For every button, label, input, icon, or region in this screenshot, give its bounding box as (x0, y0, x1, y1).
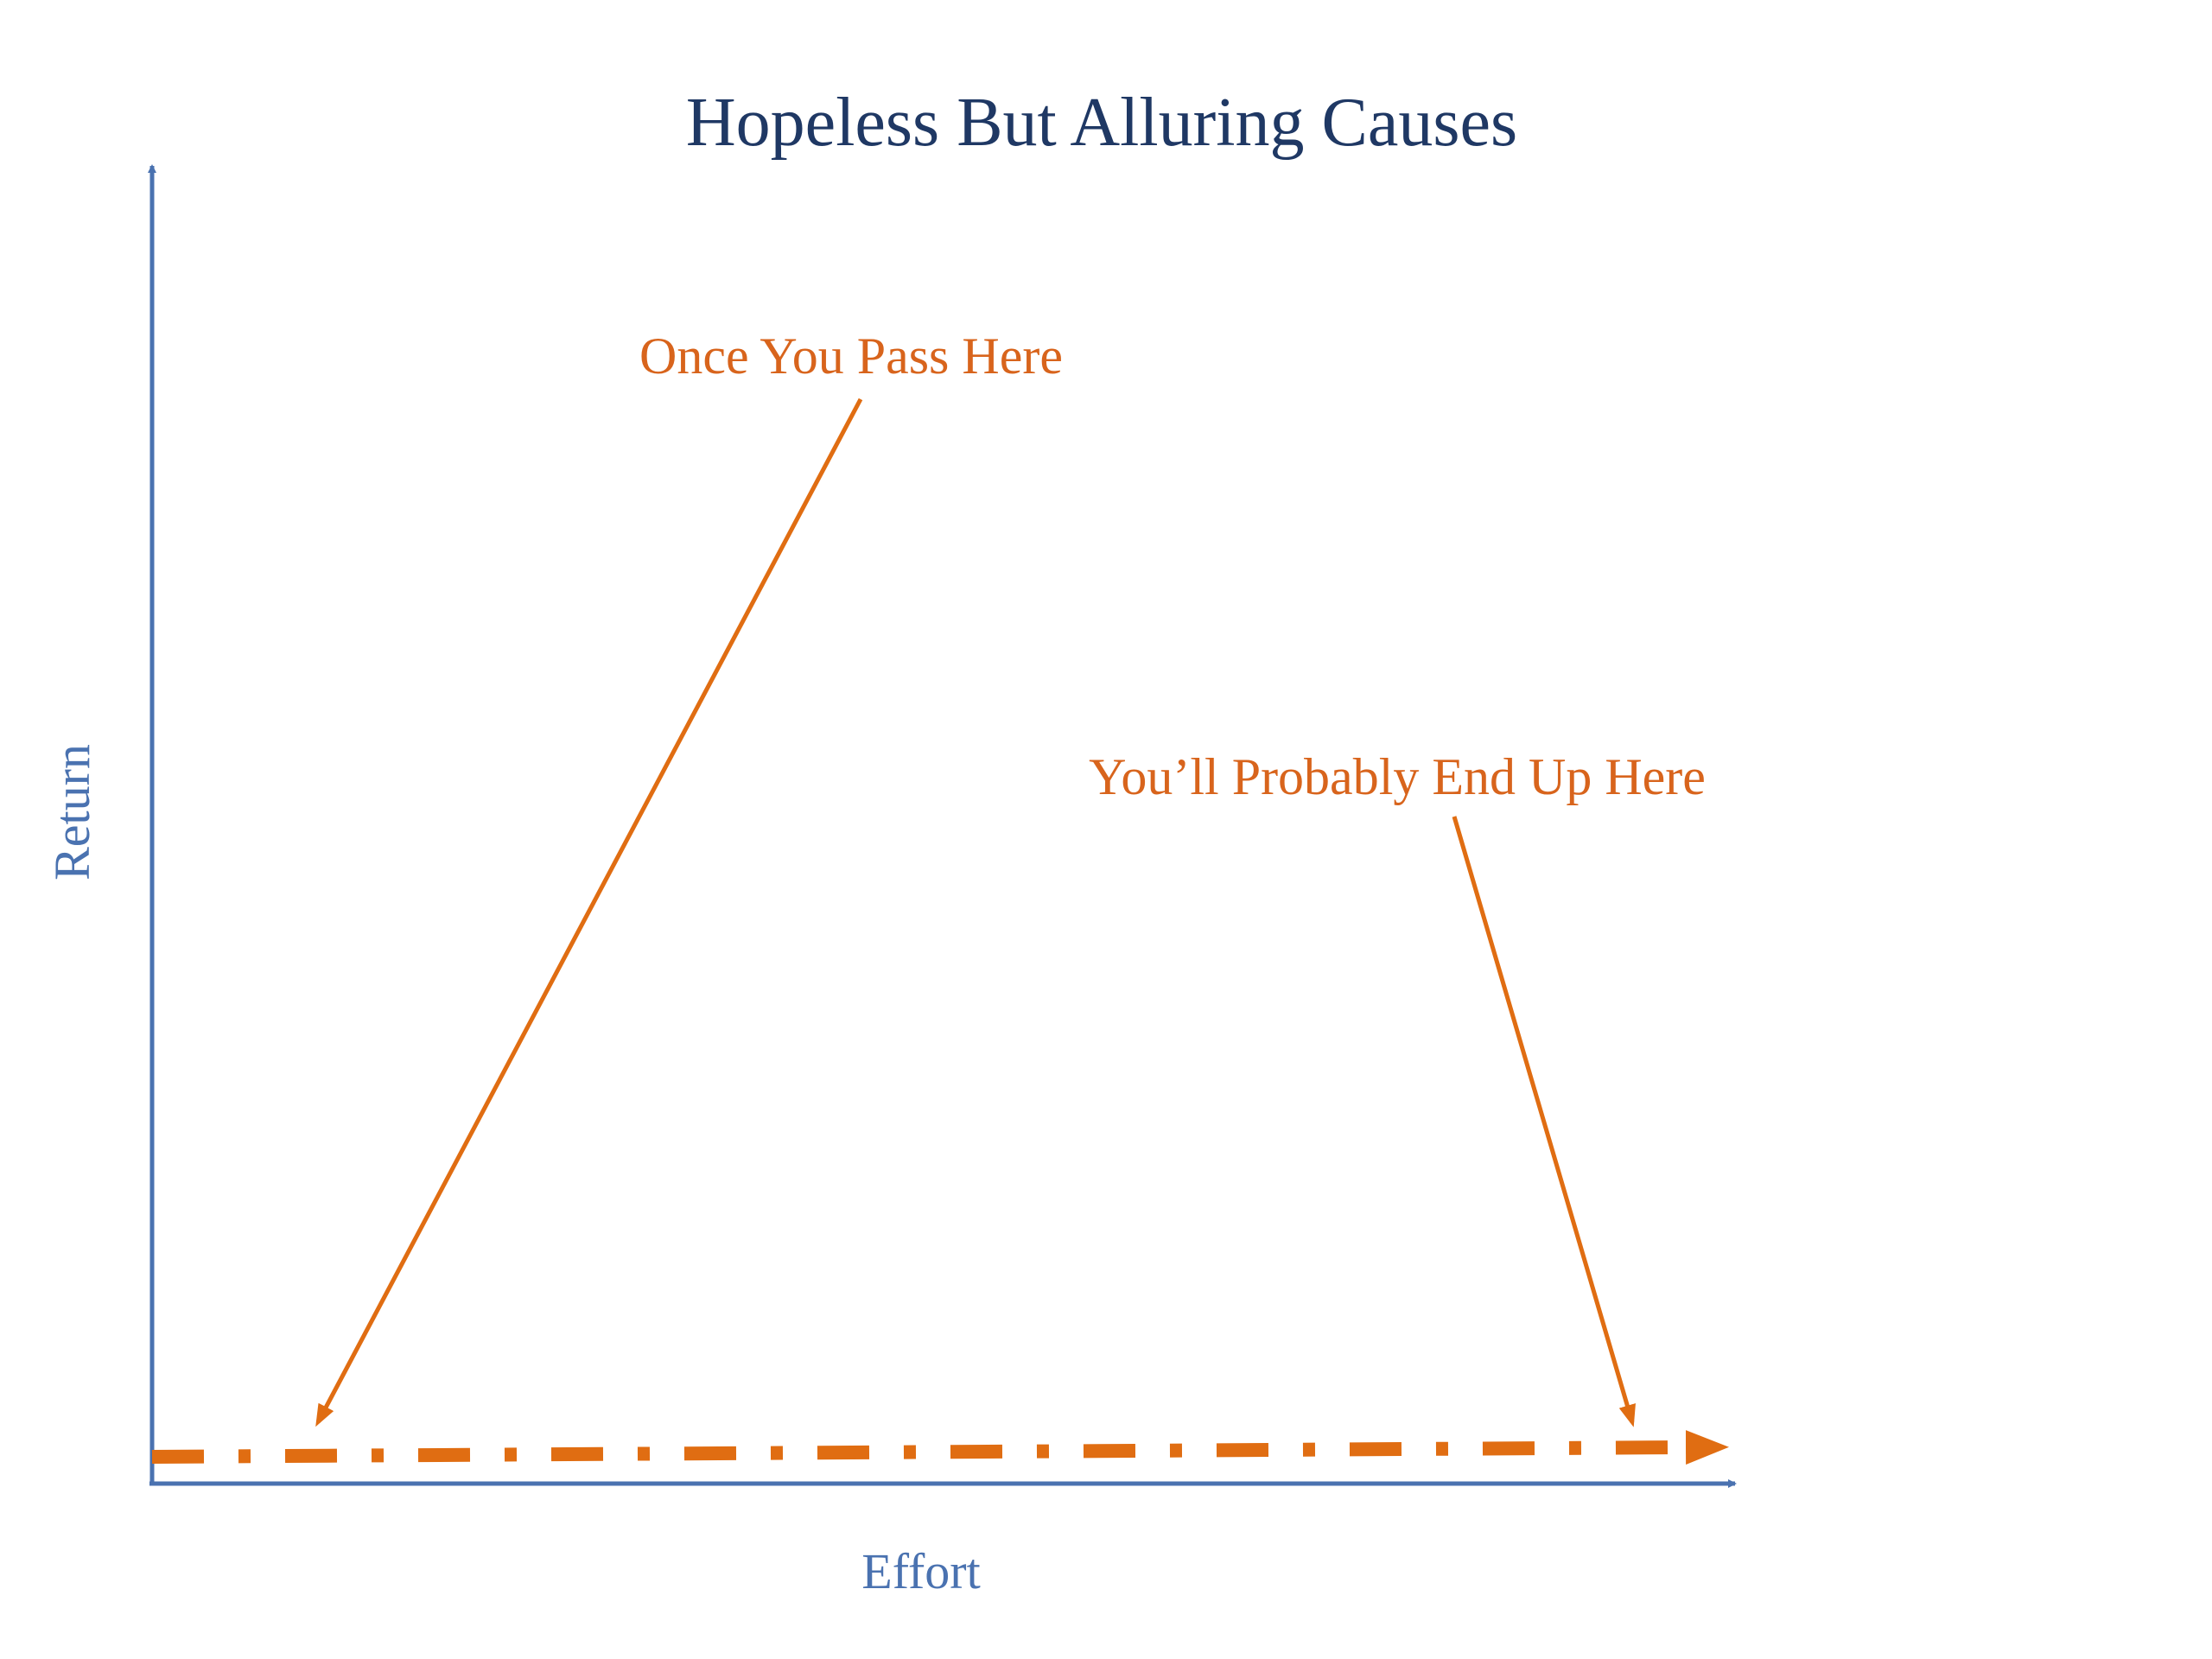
annotation-label: Once You Pass Here (639, 327, 1063, 385)
title: Hopeless But Alluring Causes (686, 85, 1517, 161)
y-axis-label: Return (44, 744, 100, 880)
flat-trajectory (151, 1430, 1729, 1465)
annotation-label: You’ll Probably End Up Here (1089, 748, 1706, 805)
annotation-arrow (1452, 816, 1636, 1427)
annotation-arrow (315, 397, 863, 1427)
x-axis-label: Effort (861, 1543, 980, 1599)
